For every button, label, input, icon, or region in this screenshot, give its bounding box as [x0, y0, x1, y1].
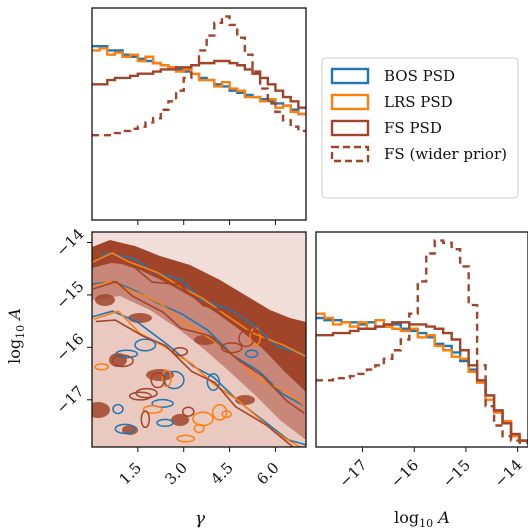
joint-contour-fs-psd [92, 261, 303, 362]
log10A-hist-fs-psd [316, 321, 528, 442]
gamma-hist-lrs-psd [92, 47, 306, 116]
y-axis-label-log10A: log10 A [5, 308, 27, 364]
log10A-tick-label-left: −17 [52, 382, 87, 417]
legend-swatch [330, 93, 370, 111]
gamma-hist-fs-psd [92, 59, 306, 109]
marginal-gamma-panel [91, 7, 307, 225]
gamma-tick-label: 6.0 [253, 459, 283, 489]
joint-density-level-inner [92, 296, 306, 447]
gamma-tick-label: 4.5 [207, 459, 237, 489]
joint-contour-loop [156, 418, 174, 428]
legend-label: FS (wider prior) [384, 145, 507, 163]
x-axis-label-log10A: log10 A [394, 508, 450, 529]
joint-frame [91, 231, 307, 448]
joint-contour-loop [140, 410, 151, 429]
gamma-hist-fs-wider-prior- [92, 15, 306, 137]
legend-entry: FS PSD [330, 119, 442, 137]
legend-entry: LRS PSD [330, 93, 453, 111]
legend: BOS PSD LRS PSD FS PSD FS (wider prior) [321, 57, 519, 199]
legend-entry: FS (wider prior) [330, 145, 507, 163]
legend-swatch [330, 145, 370, 163]
legend-label: FS PSD [384, 119, 442, 137]
joint-contour-bos-psd [92, 310, 306, 446]
joint-contour-loop [220, 342, 243, 354]
joint-density-blotch [92, 402, 110, 418]
log10A-tick-label-bottom: −14 [491, 456, 526, 491]
joint-contour-lrs-psd [93, 310, 302, 447]
legend-label: BOS PSD [384, 67, 455, 85]
legend-frame [321, 57, 519, 199]
gamma-tick-label: 3.0 [161, 459, 191, 489]
joint-contour-loop [134, 338, 157, 352]
joint-contour-loop [206, 373, 221, 391]
joint-contour-loop [176, 434, 196, 443]
gamma-tick-label: 1.5 [116, 459, 146, 489]
joint-contour-fs-psd [93, 280, 305, 414]
joint-contour-loop [128, 391, 152, 401]
joint-contour-loop [151, 398, 174, 408]
joint-contour-loop [211, 403, 228, 421]
joint-contour-loop [181, 406, 195, 417]
joint-contour-loop [94, 363, 110, 371]
joint-density-blotch [146, 369, 174, 381]
joint-density-blotch [95, 294, 115, 306]
joint-contour-loop [238, 329, 255, 348]
joint-contour-loop [244, 349, 259, 359]
joint-contour-loop [142, 405, 163, 414]
joint-contour-bos-psd [94, 252, 305, 355]
marginal-log10A-panel: −17 −16 −15 −14 [315, 231, 528, 491]
legend-swatch [330, 67, 370, 85]
legend-label: LRS PSD [384, 93, 453, 111]
joint-panel: 1.5 3.0 4.5 6.0 −14 −15 −16 −17 [52, 225, 307, 489]
joint-contour-bos-psd [92, 280, 306, 408]
joint-contour-loop [115, 349, 139, 359]
log10A-hist-lrs-psd [316, 312, 528, 442]
joint-contour-loop [150, 371, 166, 389]
log10A-hist-fs-wider-prior- [316, 239, 528, 444]
marginal-log10A-frame [315, 231, 528, 448]
joint-contour-loop [172, 347, 189, 357]
log10A-tick-label-left: −16 [52, 330, 87, 365]
joint-density-blotch [171, 414, 189, 426]
joint-contour-loop [193, 423, 205, 434]
x-axis-label-gamma: γ [195, 509, 206, 529]
legend-entry: BOS PSD [330, 67, 455, 85]
svg-text:log10 A: log10 A [394, 508, 450, 529]
joint-contour-loop [114, 423, 136, 435]
log10A-tick-label-bottom: −17 [335, 456, 370, 491]
joint-contour-loop [161, 369, 172, 388]
log10A-tick-label-left: −14 [52, 225, 87, 260]
log10A-tick-label-left: −15 [52, 277, 87, 312]
gamma-hist-bos-psd [92, 44, 306, 116]
log10A-tick-label-bottom: −16 [387, 456, 422, 491]
joint-contour-fs-psd [95, 319, 296, 447]
marginal-gamma-frame [91, 7, 307, 221]
joint-density-blotch [128, 313, 152, 323]
svg-text:log10 A: log10 A [5, 308, 27, 364]
log10A-tick-label-bottom: −15 [439, 456, 474, 491]
joint-contour-loop [111, 354, 134, 368]
joint-contour-loop [112, 403, 124, 415]
legend-swatch [330, 119, 370, 137]
